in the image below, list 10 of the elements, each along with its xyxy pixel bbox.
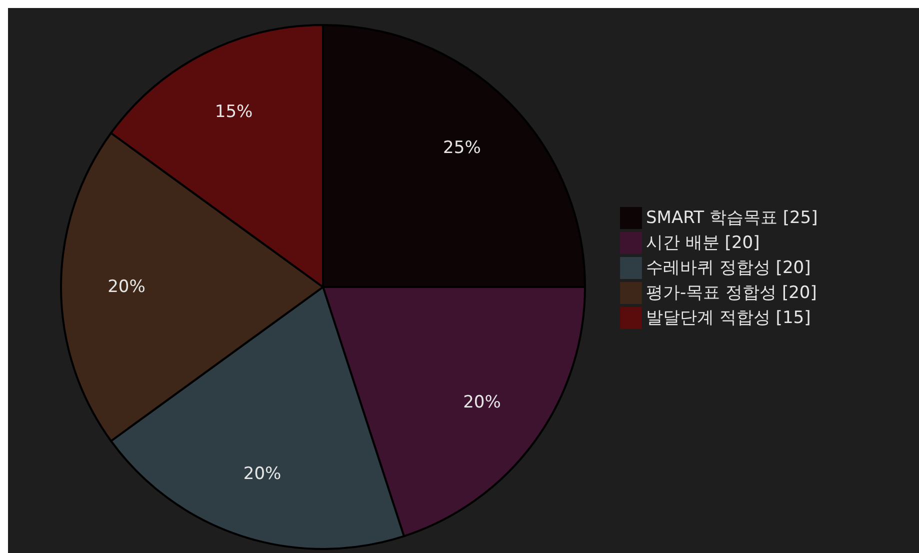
legend-label: 시간 배분 [20]	[646, 233, 760, 253]
legend-label: SMART 학습목표 [25]	[646, 208, 818, 228]
legend-label: 평가-목표 정합성 [20]	[646, 283, 817, 303]
data-label: 25%	[443, 138, 481, 158]
data-label: 20%	[463, 392, 501, 412]
data-label: 15%	[214, 102, 253, 122]
legend-label: 발달단계 적합성 [15]	[646, 308, 811, 328]
data-label: 20%	[108, 277, 146, 297]
data-label: 20%	[243, 464, 282, 484]
legend-label: 수레바퀴 정합성 [20]	[646, 258, 811, 278]
